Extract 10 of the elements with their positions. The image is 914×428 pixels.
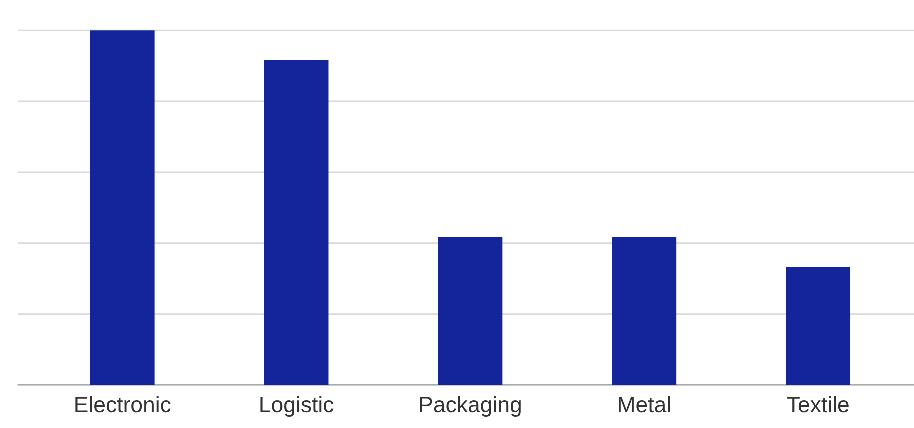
x-tick-label: Electronic — [76, 396, 171, 413]
bar — [612, 237, 677, 386]
x-tick-label: Textile — [787, 396, 849, 413]
x-tick-label: Metal — [619, 396, 670, 413]
bar — [438, 237, 503, 386]
bar — [786, 267, 851, 386]
bar — [264, 60, 329, 386]
x-tick-label: Packaging — [420, 396, 521, 418]
x-tick-label: Logistic — [260, 396, 334, 418]
bar — [90, 30, 155, 386]
